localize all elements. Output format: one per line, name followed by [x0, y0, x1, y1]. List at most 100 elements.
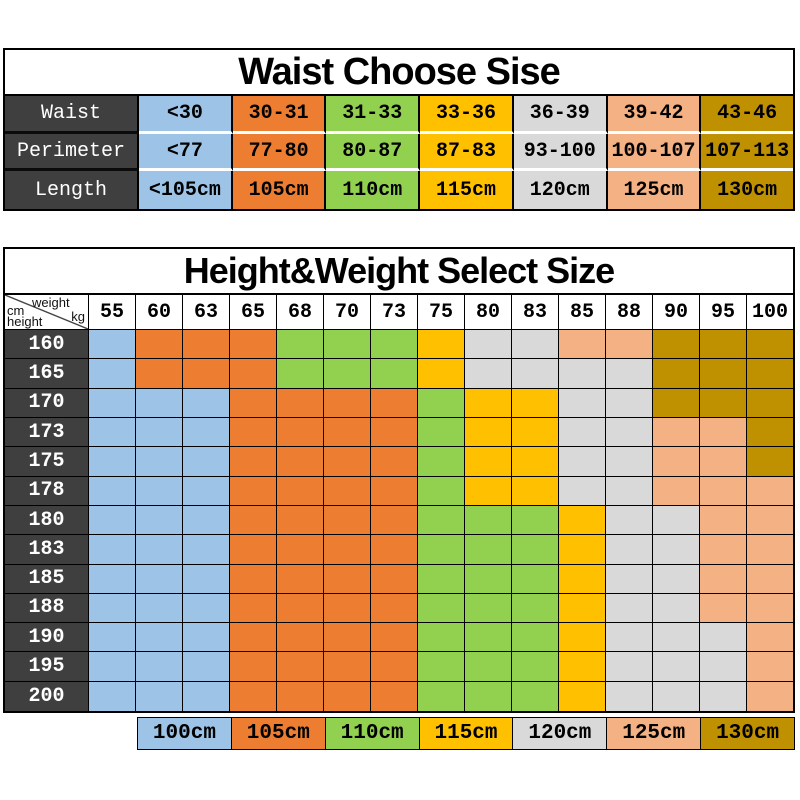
waist-table-row: Perimeter <77 77-80 80-87 87-83 93-100 100-107…: [5, 133, 794, 172]
size-cell-110cm: [418, 535, 465, 565]
size-cell-105cm: [230, 417, 277, 448]
size-cell-110cm: [512, 681, 559, 712]
size-cell-110cm: [324, 359, 371, 389]
waist-table-rows: Waist <30 30-31 31-33 33-36 36-39 39-42 43-46 Pe…: [5, 96, 794, 210]
size-cell-120cm: [465, 330, 512, 360]
size-cell-105cm: [230, 535, 277, 565]
size-cell-115cm: [559, 593, 606, 624]
size-cell-110cm: [277, 359, 324, 389]
size-cell-100cm: [136, 681, 183, 712]
size-cell-130cm: [747, 330, 793, 360]
size-cell-105cm: [324, 681, 371, 712]
height-axis-label: height: [7, 314, 43, 329]
waist-cell: 80-87: [326, 133, 421, 172]
waist-cell: 107-113: [701, 133, 794, 172]
size-cell-115cm: [465, 447, 512, 477]
waist-size-table: Waist Choose Sise Waist <30 30-31 31-33 33-3…: [3, 48, 795, 211]
size-cell-105cm: [277, 388, 324, 418]
size-cell-105cm: [371, 652, 418, 682]
size-cell-120cm: [653, 681, 700, 712]
size-cell-105cm: [371, 564, 418, 594]
size-cell-125cm: [747, 593, 793, 624]
size-cell-115cm: [512, 388, 559, 418]
waist-table-row: Waist <30 30-31 31-33 33-36 36-39 39-42 43-46: [5, 96, 794, 134]
size-cell-120cm: [606, 593, 653, 624]
matrix-row: 200: [5, 681, 793, 712]
matrix-row: 173: [5, 417, 793, 448]
size-cell-110cm: [512, 564, 559, 594]
size-cell-120cm: [512, 359, 559, 389]
waist-table-row: Length <105cm 105cm 110cm 115cm 120cm 125cm 130…: [5, 171, 794, 210]
height-header-cell: 190: [5, 623, 89, 653]
size-cell-105cm: [277, 417, 324, 448]
size-cell-100cm: [89, 505, 136, 536]
size-cell-120cm: [606, 652, 653, 682]
matrix-row: 175: [5, 447, 793, 477]
size-cell-105cm: [230, 593, 277, 624]
size-cell-130cm: [747, 447, 793, 477]
size-cell-115cm: [512, 447, 559, 477]
size-cell-125cm: [747, 652, 793, 682]
size-cell-120cm: [512, 330, 559, 360]
weight-axis-unit: kg: [71, 309, 85, 324]
waist-cell: 105cm: [232, 171, 327, 210]
height-header-cell: 185: [5, 564, 89, 594]
size-cell-105cm: [324, 564, 371, 594]
size-cell-115cm: [418, 330, 465, 360]
matrix-row: 188: [5, 593, 793, 624]
size-cell-125cm: [700, 417, 747, 448]
size-cell-100cm: [183, 388, 230, 418]
size-cell-120cm: [606, 681, 653, 712]
size-cell-130cm: [653, 330, 700, 360]
weight-header-cell: 68: [277, 295, 324, 330]
size-cell-100cm: [136, 652, 183, 682]
legend-item-110cm: 110cm: [325, 718, 420, 749]
size-cell-125cm: [747, 623, 793, 653]
size-cell-125cm: [747, 564, 793, 594]
size-cell-105cm: [277, 505, 324, 536]
size-cell-100cm: [89, 564, 136, 594]
waist-cell: 120cm: [513, 171, 608, 210]
size-cell-125cm: [747, 505, 793, 536]
size-cell-100cm: [183, 652, 230, 682]
legend-item-125cm: 125cm: [607, 718, 702, 749]
height-header-cell: 188: [5, 593, 89, 624]
size-cell-105cm: [136, 330, 183, 360]
size-cell-120cm: [606, 388, 653, 418]
size-cell-125cm: [606, 330, 653, 360]
size-cell-105cm: [277, 564, 324, 594]
matrix-row: 170: [5, 388, 793, 418]
legend-item-130cm: 130cm: [701, 718, 795, 749]
weight-header-cell: 95: [700, 295, 747, 330]
size-legend: 100cm 105cm 110cm 115cm 120cm 125cm 130cm: [137, 717, 795, 750]
size-cell-105cm: [324, 593, 371, 624]
size-cell-125cm: [700, 535, 747, 565]
size-cell-110cm: [418, 417, 465, 448]
matrix-row: 178: [5, 476, 793, 506]
size-cell-100cm: [183, 623, 230, 653]
weight-header-cell: 73: [371, 295, 418, 330]
weight-header-cell: 100: [747, 295, 793, 330]
size-cell-130cm: [700, 388, 747, 418]
size-cell-110cm: [465, 593, 512, 624]
waist-cell: 93-100: [513, 133, 608, 172]
size-cell-100cm: [183, 535, 230, 565]
size-cell-110cm: [324, 330, 371, 360]
size-cell-100cm: [136, 564, 183, 594]
waist-cell: 115cm: [420, 171, 514, 210]
height-header-cell: 183: [5, 535, 89, 565]
waist-cell: 87-83: [420, 133, 514, 172]
height-axis-unit: cm: [7, 303, 25, 318]
size-cell-120cm: [653, 623, 700, 653]
size-cell-130cm: [700, 330, 747, 360]
waist-cell: 30-31: [232, 96, 327, 134]
size-cell-100cm: [136, 535, 183, 565]
size-cell-120cm: [653, 652, 700, 682]
weight-header-cell: 83: [512, 295, 559, 330]
size-cell-125cm: [700, 505, 747, 536]
size-cell-105cm: [230, 476, 277, 506]
size-cell-130cm: [747, 359, 793, 389]
size-cell-115cm: [559, 505, 606, 536]
size-cell-110cm: [512, 535, 559, 565]
waist-cell: <77: [139, 133, 233, 172]
